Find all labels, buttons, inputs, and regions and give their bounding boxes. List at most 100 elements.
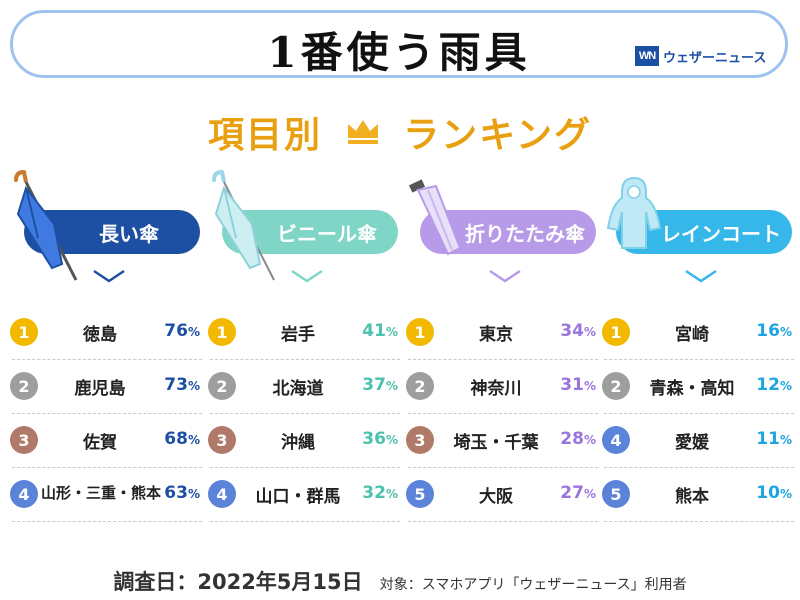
long-umbrella-icon <box>12 168 82 292</box>
unit: % <box>385 379 398 393</box>
list-item: 4 愛媛 11% <box>602 414 794 468</box>
heading-right: ランキング <box>403 115 593 156</box>
weathernews-logo: WN ウェザーニュース <box>635 45 766 67</box>
percent-value: 16% <box>756 321 792 341</box>
unit: % <box>779 487 792 501</box>
rank-badge: 5 <box>406 480 434 508</box>
value: 37 <box>362 375 386 395</box>
list-item: 5 熊本 10% <box>602 468 794 522</box>
prefecture-name: 徳島 <box>83 325 117 345</box>
percent-value: 11% <box>756 429 792 449</box>
category-raincoat: レインコート 1 宮崎 16% 2 青森・高知 12% 4 愛媛 11% 5 熊… <box>602 176 794 526</box>
value: 73 <box>164 375 188 395</box>
value: 27 <box>560 483 584 503</box>
value: 63 <box>164 483 188 503</box>
prefecture-name: 北海道 <box>272 379 324 399</box>
value: 32 <box>362 483 386 503</box>
list-item: 2 鹿児島 73% <box>10 360 202 414</box>
percent-value: 34% <box>560 321 596 341</box>
raincoat-icon <box>604 168 664 262</box>
percent-value: 32% <box>362 483 398 503</box>
category-folding-umbrella: 折りたたみ傘 1 東京 34% 2 神奈川 31% 3 埼玉・千葉 28% 5 … <box>406 179 598 526</box>
percent-value: 73% <box>164 375 200 395</box>
percent-value: 28% <box>560 429 596 449</box>
list-item: 4 山形・三重・熊本 63% <box>10 468 202 522</box>
chevron-down-icon <box>684 268 718 287</box>
prefecture-name: 埼玉・千葉 <box>453 433 539 453</box>
list-item: 2 青森・高知 12% <box>602 360 794 414</box>
list-item: 2 北海道 37% <box>208 360 400 414</box>
rank-badge: 4 <box>10 480 38 508</box>
rank-badge: 3 <box>406 426 434 454</box>
percent-value: 76% <box>164 321 200 341</box>
value: 68 <box>164 429 188 449</box>
unit: % <box>385 325 398 339</box>
unit: % <box>385 487 398 501</box>
rank-badge: 2 <box>406 372 434 400</box>
ranking-list: 1 徳島 76% 2 鹿児島 73% 3 佐賀 68% 4 山形・三重・熊本 6… <box>10 306 202 522</box>
footer: 調査日：2022年5月15日 対象：スマホアプリ「ウェザーニュース」利用者 <box>0 566 800 596</box>
rank-badge: 2 <box>10 372 38 400</box>
value: 28 <box>560 429 584 449</box>
value: 11 <box>756 429 780 449</box>
rank-badge: 2 <box>208 372 236 400</box>
list-item: 1 岩手 41% <box>208 306 400 360</box>
rank-badge: 1 <box>602 318 630 346</box>
prefecture-name: 熊本 <box>675 487 709 507</box>
rank-badge: 4 <box>208 480 236 508</box>
list-item: 3 沖縄 36% <box>208 414 400 468</box>
heading-left: 項目別 <box>207 115 322 156</box>
value: 12 <box>756 375 780 395</box>
percent-value: 36% <box>362 429 398 449</box>
unit: % <box>385 433 398 447</box>
ranking-list: 1 東京 34% 2 神奈川 31% 3 埼玉・千葉 28% 5 大阪 27% <box>406 306 598 522</box>
unit: % <box>187 379 200 393</box>
prefecture-name: 青森・高知 <box>649 379 735 399</box>
unit: % <box>583 379 596 393</box>
percent-value: 37% <box>362 375 398 395</box>
value: 41 <box>362 321 386 341</box>
page-title: 1番使う雨具 <box>267 28 531 77</box>
folding-umbrella-icon <box>408 168 468 272</box>
ranking-list: 1 岩手 41% 2 北海道 37% 3 沖縄 36% 4 山口・群馬 32% <box>208 306 400 522</box>
percent-value: 31% <box>560 375 596 395</box>
prefecture-name: 大阪 <box>479 487 513 507</box>
list-item: 4 山口・群馬 32% <box>208 468 400 522</box>
list-item: 1 宮崎 16% <box>602 306 794 360</box>
list-item: 2 神奈川 31% <box>406 360 598 414</box>
value: 34 <box>560 321 584 341</box>
logo-text: ウェザーニュース <box>663 50 767 66</box>
vinyl-umbrella-icon <box>210 168 280 292</box>
chevron-down-icon <box>92 268 126 287</box>
prefecture-name: 鹿児島 <box>74 379 126 399</box>
prefecture-name: 沖縄 <box>281 433 315 453</box>
rank-badge: 3 <box>208 426 236 454</box>
list-item: 3 佐賀 68% <box>10 414 202 468</box>
category-vinyl-umbrella: ビニール傘 1 岩手 41% 2 北海道 37% 3 沖縄 36% 4 <box>208 170 400 526</box>
prefecture-name: 東京 <box>479 325 513 345</box>
unit: % <box>583 487 596 501</box>
survey-date: 調査日：2022年5月15日 <box>113 570 363 594</box>
value: 36 <box>362 429 386 449</box>
logo-mark: WN <box>635 46 659 66</box>
survey-target: 対象：スマホアプリ「ウェザーニュース」利用者 <box>379 577 687 593</box>
unit: % <box>187 433 200 447</box>
list-item: 3 埼玉・千葉 28% <box>406 414 598 468</box>
category-long-umbrella: 長い傘 1 徳島 76% 2 鹿児島 73% 3 佐賀 68% 4 <box>10 170 202 526</box>
prefecture-name: 佐賀 <box>83 433 117 453</box>
percent-value: 41% <box>362 321 398 341</box>
rank-badge: 1 <box>406 318 434 346</box>
percent-value: 12% <box>756 375 792 395</box>
prefecture-name: 神奈川 <box>470 379 522 399</box>
value: 10 <box>756 483 780 503</box>
unit: % <box>187 325 200 339</box>
title-banner: 1番使う雨具 WN ウェザーニュース <box>10 10 788 78</box>
list-item: 1 徳島 76% <box>10 306 202 360</box>
percent-value: 10% <box>756 483 792 503</box>
ranking-heading: 項目別 ランキング <box>0 106 800 158</box>
rank-badge: 5 <box>602 480 630 508</box>
percent-value: 27% <box>560 483 596 503</box>
value: 76 <box>164 321 188 341</box>
crown-icon <box>345 112 381 153</box>
rank-badge: 4 <box>602 426 630 454</box>
